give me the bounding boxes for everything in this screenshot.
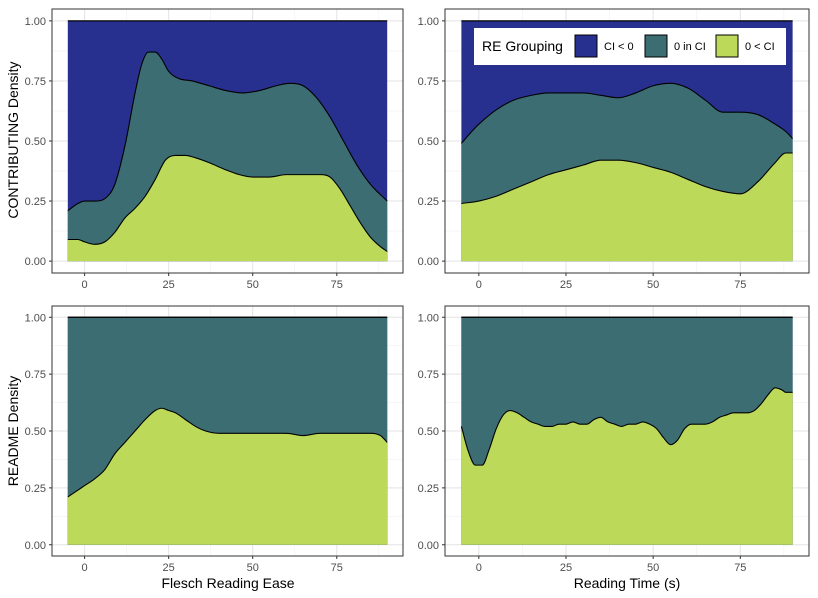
- x-tick-label: 75: [331, 562, 343, 574]
- y-tick-label: 1.00: [25, 16, 46, 28]
- boundary-line-upper: [67, 51, 388, 212]
- y-tick-label: 0.00: [418, 540, 439, 552]
- y-tick-label: 0.00: [25, 540, 46, 552]
- legend-label-ci-below-zero: CI < 0: [604, 41, 634, 53]
- area-ci-above-zero: [461, 153, 793, 262]
- y-axis-title-readme: README Density: [5, 376, 21, 486]
- legend-key-ci-above-zero: [715, 34, 739, 58]
- y-tick-label: 0.50: [418, 136, 439, 148]
- y-tick-label: 0.75: [418, 369, 439, 381]
- x-axis-title-reading-time: Reading Time (s): [574, 575, 681, 591]
- y-tick-label: 1.00: [418, 312, 439, 324]
- y-tick-label: 0.75: [418, 76, 439, 88]
- x-tick-label: 50: [247, 279, 259, 291]
- area-ci-above-zero: [67, 155, 388, 262]
- y-tick-label: 0.00: [418, 256, 439, 268]
- y-tick-label: 0.25: [25, 483, 46, 495]
- y-tick-label: 1.00: [418, 16, 439, 28]
- y-tick-label: 0.25: [418, 483, 439, 495]
- panel-contributing-flesch: 0.00 0.25 0.50 0.75 1.00 0 25 50 75: [25, 8, 404, 291]
- boundary-line-lower: [460, 387, 793, 466]
- x-tick-label: 50: [647, 279, 659, 291]
- x-tick-label: 0: [82, 279, 88, 291]
- x-tick-label: 75: [734, 562, 746, 574]
- legend: RE Grouping CI < 0 0 in CI 0 < CI: [474, 28, 786, 65]
- y-tick-label: 0.25: [418, 196, 439, 208]
- boundary-line-lower: [461, 152, 793, 205]
- y-tick-label: 0.00: [25, 256, 46, 268]
- x-tick-label: 50: [247, 562, 259, 574]
- y-tick-label: 1.00: [25, 312, 46, 324]
- boundary-line-lower: [67, 407, 388, 498]
- area-ci-above-zero: [461, 387, 793, 545]
- x-tick-label: 0: [476, 279, 482, 291]
- x-tick-label: 0: [476, 562, 482, 574]
- y-tick-label: 0.75: [25, 76, 46, 88]
- x-tick-label: 50: [647, 562, 659, 574]
- boundary-line-lower: [67, 154, 388, 252]
- y-tick-label: 0.50: [25, 426, 46, 438]
- y-tick-label: 0.75: [25, 369, 46, 381]
- legend-label-zero-in-ci: 0 in CI: [674, 41, 706, 53]
- area-ci-above-zero: [67, 408, 388, 545]
- x-tick-label: 75: [734, 279, 746, 291]
- y-tick-label: 0.50: [25, 136, 46, 148]
- legend-key-ci-below-zero: [574, 34, 598, 58]
- legend-title: RE Grouping: [482, 38, 563, 54]
- x-axis-title-flesch: Flesch Reading Ease: [161, 575, 294, 591]
- legend-label-ci-above-zero: 0 < CI: [745, 41, 775, 53]
- y-tick-label: 0.25: [25, 196, 46, 208]
- y-axis-title-contributing: CONTRIBUTING Density: [5, 61, 21, 218]
- legend-key-zero-in-ci: [644, 34, 668, 58]
- x-tick-label: 25: [163, 279, 175, 291]
- panel-readme-reading-time: 0.00 0.25 0.50 0.75 1.00 0 25 50 75: [418, 305, 810, 574]
- x-tick-label: 25: [163, 562, 175, 574]
- x-tick-label: 0: [82, 562, 88, 574]
- x-tick-label: 75: [331, 279, 343, 291]
- panels-layer: 0.000.250.500.751.000 25 50 750.000.250.500…: [25, 8, 810, 574]
- boundary-line-upper: [460, 82, 794, 144]
- x-tick-label: 25: [560, 279, 572, 291]
- panel-readme-flesch: 0.00 0.25 0.50 0.75 1.00 0 25 50 75: [25, 305, 404, 574]
- y-tick-label: 0.50: [418, 426, 439, 438]
- x-tick-label: 25: [560, 562, 572, 574]
